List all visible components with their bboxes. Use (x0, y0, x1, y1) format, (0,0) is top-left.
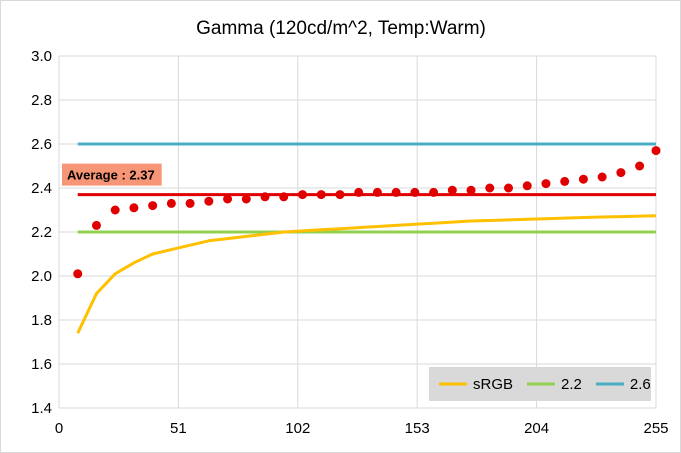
x-tick-label: 0 (55, 420, 63, 437)
x-tick-label: 102 (285, 420, 310, 437)
measured-gamma-point (185, 198, 195, 208)
x-tick-label: 51 (170, 420, 187, 437)
measured-gamma-point (651, 146, 661, 156)
measured-gamma-point (260, 192, 270, 202)
y-tick-label: 1.8 (31, 312, 52, 329)
y-tick-label: 2.4 (31, 180, 52, 197)
measured-gamma-point (166, 198, 176, 208)
legend: sRGB 2.2 2.6 (429, 367, 651, 401)
measured-gamma-point (148, 201, 158, 211)
measured-gamma-point (372, 187, 382, 197)
series-line-srgb (76, 214, 657, 334)
measured-gamma-point (466, 185, 476, 195)
measured-gamma-point (204, 196, 214, 206)
legend-label-2-2: 2.2 (561, 376, 582, 393)
measured-gamma-point (297, 190, 307, 200)
measured-gamma-point (485, 183, 495, 193)
x-tick-label: 153 (405, 420, 430, 437)
measured-gamma-point (560, 176, 570, 186)
average-label-box (62, 163, 162, 186)
average-label: Average : 2.37 (67, 168, 155, 183)
measured-gamma-point (578, 174, 588, 184)
measured-gamma-point (241, 194, 251, 204)
legend-label-srgb: sRGB (473, 376, 513, 393)
y-tick-label: 2.2 (31, 224, 52, 241)
y-tick-label: 1.4 (31, 400, 52, 417)
measured-gamma-point (91, 220, 101, 230)
measured-gamma-point (73, 269, 83, 279)
measured-gamma-point (447, 185, 457, 195)
measured-gamma-point (504, 183, 514, 193)
measured-gamma-point (597, 172, 607, 182)
measured-gamma-point (110, 205, 120, 215)
measured-gamma-point (223, 194, 233, 204)
measured-gamma-point (429, 187, 439, 197)
axis-tick-labels: 1.4 1.6 1.8 2.0 2.2 2.4 2.6 2.8 3.0 0 51 102 153 204 2… (31, 48, 668, 437)
measured-gamma-point (541, 179, 551, 189)
measured-gamma-point (391, 187, 401, 197)
measured-gamma-point (635, 161, 645, 171)
average-annotation: Average : 2.37 (62, 163, 162, 186)
y-tick-label: 2.0 (31, 268, 52, 285)
legend-label-2-6: 2.6 (630, 376, 651, 393)
chart-title: Gamma (120cd/m^2, Temp:Warm) (196, 18, 486, 39)
measured-gamma-point (129, 203, 139, 213)
series-layer (73, 142, 661, 334)
measured-gamma-point (522, 181, 532, 191)
y-tick-label: 2.6 (31, 136, 52, 153)
x-tick-label: 255 (643, 420, 668, 437)
measured-gamma-point (335, 190, 345, 200)
y-tick-label: 1.6 (31, 356, 52, 373)
x-tick-label: 204 (524, 420, 549, 437)
measured-gamma-point (410, 187, 420, 197)
measured-gamma-point (354, 187, 364, 197)
measured-gamma-point (279, 192, 289, 202)
measured-gamma-point (316, 190, 326, 200)
measured-gamma-point (616, 168, 626, 178)
y-tick-label: 2.8 (31, 92, 52, 109)
y-tick-label: 3.0 (31, 48, 52, 65)
